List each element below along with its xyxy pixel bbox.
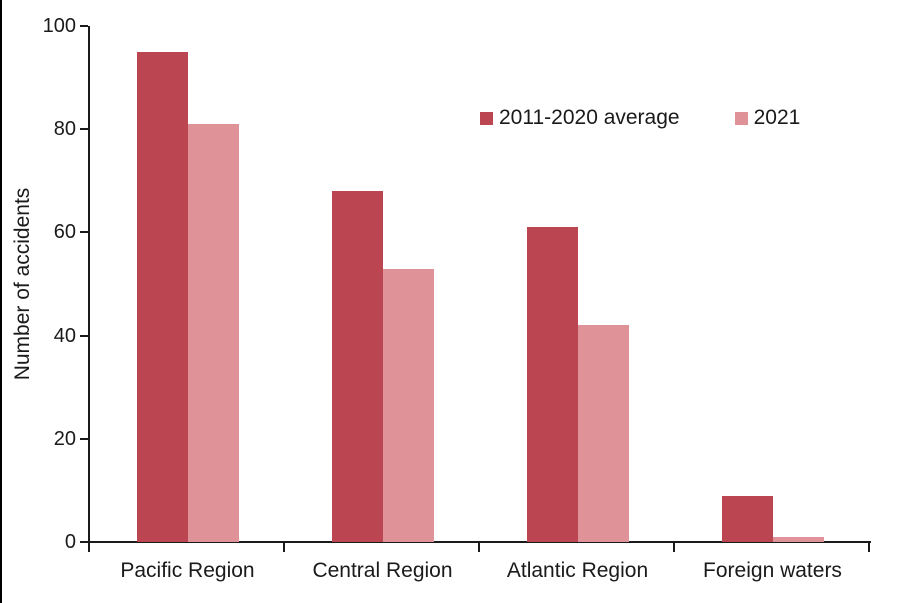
y-tick-mark — [80, 437, 88, 440]
legend-item-2011-2020-average: 2011-2020 average — [480, 105, 680, 131]
legend-item-2021: 2021 — [734, 105, 801, 131]
x-tick-mark — [868, 543, 870, 552]
x-axis-label-atlantic-region: Atlantic Region — [506, 559, 649, 582]
y-tick-mark — [80, 231, 88, 234]
bar-2011-2020-average-pacific-region — [136, 51, 188, 542]
y-tick-label: 60 — [53, 221, 76, 244]
y-tick-label: 100 — [42, 15, 76, 37]
x-tick-mark — [478, 543, 480, 552]
y-tick-label: 40 — [53, 324, 76, 347]
x-axis-line — [88, 541, 871, 543]
x-tick-mark — [283, 543, 285, 552]
y-axis-line — [88, 26, 90, 551]
y-tick-mark — [80, 334, 88, 337]
x-axis-label-foreign-waters: Foreign waters — [703, 559, 842, 582]
y-tick-mark — [80, 25, 88, 27]
bar-2021-atlantic-region — [577, 325, 629, 542]
y-tick-mark — [80, 128, 88, 131]
legend-swatch-2011-2020-average — [480, 111, 493, 125]
legend: 2011-2020 average 2021 — [480, 105, 800, 131]
y-tick-label: 0 — [64, 531, 76, 553]
legend-label-2011-2020-average: 2011-2020 average — [499, 106, 680, 129]
y-axis-title: Number of accidents — [11, 187, 34, 381]
bar-2021-central-region — [382, 268, 434, 542]
y-tick-mark — [80, 541, 88, 543]
legend-swatch-2021 — [734, 111, 748, 125]
y-tick-label: 20 — [53, 427, 76, 450]
x-axis-label-pacific-region: Pacific Region — [120, 559, 255, 582]
bar-2021-foreign-waters — [772, 536, 824, 542]
x-tick-mark — [88, 543, 90, 552]
bar-2011-2020-average-atlantic-region — [526, 227, 578, 542]
bar-2011-2020-average-foreign-waters — [721, 495, 773, 542]
x-axis-label-central-region: Central Region — [312, 559, 453, 582]
y-tick-label: 80 — [53, 118, 76, 141]
x-tick-mark — [673, 543, 675, 552]
bar-2021-pacific-region — [187, 124, 239, 542]
left-edge-line — [0, 0, 2, 603]
bar-2011-2020-average-central-region — [331, 191, 383, 542]
legend-label-2021: 2021 — [753, 106, 801, 129]
